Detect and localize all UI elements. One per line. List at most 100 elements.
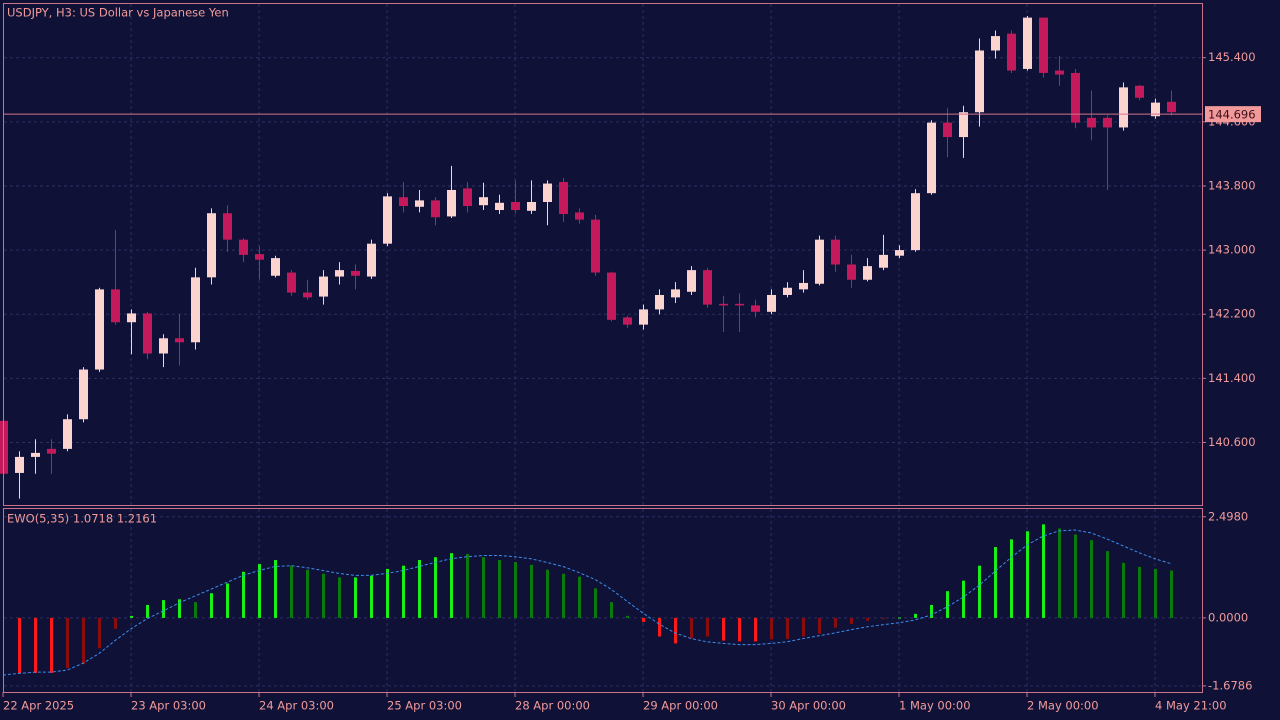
histogram-bar [1154, 568, 1157, 618]
candle-body [639, 309, 648, 325]
candle-body [319, 276, 328, 297]
candle-body [847, 264, 856, 280]
candle-body [335, 270, 344, 277]
candle-body [543, 183, 552, 202]
candle-body [1103, 117, 1112, 128]
candle-body [575, 212, 584, 220]
candle-body [1055, 70, 1064, 75]
candle-body [1039, 17, 1048, 73]
candle-body [207, 213, 216, 278]
candle-body [143, 313, 152, 354]
histogram-bar [1010, 539, 1013, 618]
histogram-bar [658, 617, 661, 637]
histogram-bar [1090, 540, 1093, 618]
candle-body [767, 294, 776, 312]
histogram-bar [1042, 524, 1045, 618]
candle-body [399, 197, 408, 207]
x-tick-label: 23 Apr 03:00 [131, 699, 206, 713]
histogram-bar [338, 577, 341, 618]
histogram-bar [898, 617, 901, 619]
candle-body [31, 452, 40, 457]
candle-body [303, 292, 312, 298]
y-tick-label: -1.6786 [1208, 678, 1252, 692]
y-tick-label: 140.600 [1208, 435, 1256, 449]
histogram-bar [786, 617, 789, 639]
candle-body [159, 338, 168, 354]
histogram-bar [626, 615, 629, 618]
candle-body [527, 201, 536, 211]
y-tick-label: 142.200 [1208, 307, 1256, 321]
histogram-bar [706, 617, 709, 637]
histogram-bar [754, 617, 757, 642]
indicator-panel-frame [3, 508, 1203, 693]
candle-body [15, 456, 24, 473]
histogram-bar [306, 569, 309, 618]
histogram-bar [642, 617, 645, 622]
candle-body [287, 272, 296, 293]
x-tick-label: 29 Apr 00:00 [643, 699, 718, 713]
candle-body [175, 338, 184, 343]
histogram-bar [850, 617, 853, 624]
y-tick-label: 0.0000 [1208, 610, 1248, 624]
histogram-bar [978, 565, 981, 618]
histogram-bar [1106, 551, 1109, 618]
candle-body [447, 189, 456, 217]
histogram-bar [18, 617, 21, 673]
candle-body [415, 200, 424, 207]
histogram-bar [882, 617, 885, 619]
candle-body [1151, 102, 1160, 117]
y-tick-label: 145.400 [1208, 50, 1256, 64]
histogram-bar [210, 593, 213, 618]
histogram-bar [82, 617, 85, 665]
histogram-bar [866, 617, 869, 621]
signal-line [2, 529, 1172, 676]
candle-body [495, 202, 504, 211]
histogram-bar [114, 617, 117, 629]
histogram-bar [386, 568, 389, 618]
histogram-bar [290, 565, 293, 618]
candle-body [255, 254, 264, 260]
histogram-bar [162, 600, 165, 618]
histogram-bar [1058, 528, 1061, 618]
x-tick-label: 25 Apr 03:00 [387, 699, 462, 713]
candle-body [367, 243, 376, 277]
histogram-bar [1026, 531, 1029, 618]
y-tick-label: 2.4980 [1208, 509, 1248, 523]
histogram-bar [450, 553, 453, 618]
histogram-bar [818, 617, 821, 634]
histogram-bar [962, 580, 965, 618]
histogram-bar [50, 617, 53, 673]
histogram-bar [178, 599, 181, 618]
candle-body [927, 122, 936, 194]
candle-body [1087, 117, 1096, 128]
histogram-bar [546, 569, 549, 618]
x-tick-label: 24 Apr 03:00 [259, 699, 334, 713]
histogram-bar [194, 602, 197, 618]
candle-body [351, 270, 360, 276]
candle-body [863, 266, 872, 280]
main-panel-frame [3, 3, 1203, 506]
histogram-bar [402, 565, 405, 618]
x-tick-label: 28 Apr 00:00 [515, 699, 590, 713]
candle-body [1023, 17, 1032, 69]
candle-body [559, 181, 568, 215]
histogram-bar [1170, 570, 1173, 618]
histogram-bar [130, 615, 133, 618]
histogram-bar [34, 617, 37, 673]
candle-body [687, 270, 696, 292]
histogram-bar [994, 547, 997, 618]
histogram-bar [834, 617, 837, 628]
y-tick-label: 143.000 [1208, 243, 1256, 257]
candle-body [671, 289, 680, 298]
histogram-bar [466, 553, 469, 618]
candle-body [591, 219, 600, 273]
histogram-bar [258, 564, 261, 618]
histogram-bar [674, 617, 677, 644]
candle-body [239, 239, 248, 255]
candle-body [431, 200, 440, 218]
histogram-bar [530, 564, 533, 618]
candle-body [799, 282, 808, 290]
histogram-bar [242, 571, 245, 618]
candle-body [191, 277, 200, 343]
